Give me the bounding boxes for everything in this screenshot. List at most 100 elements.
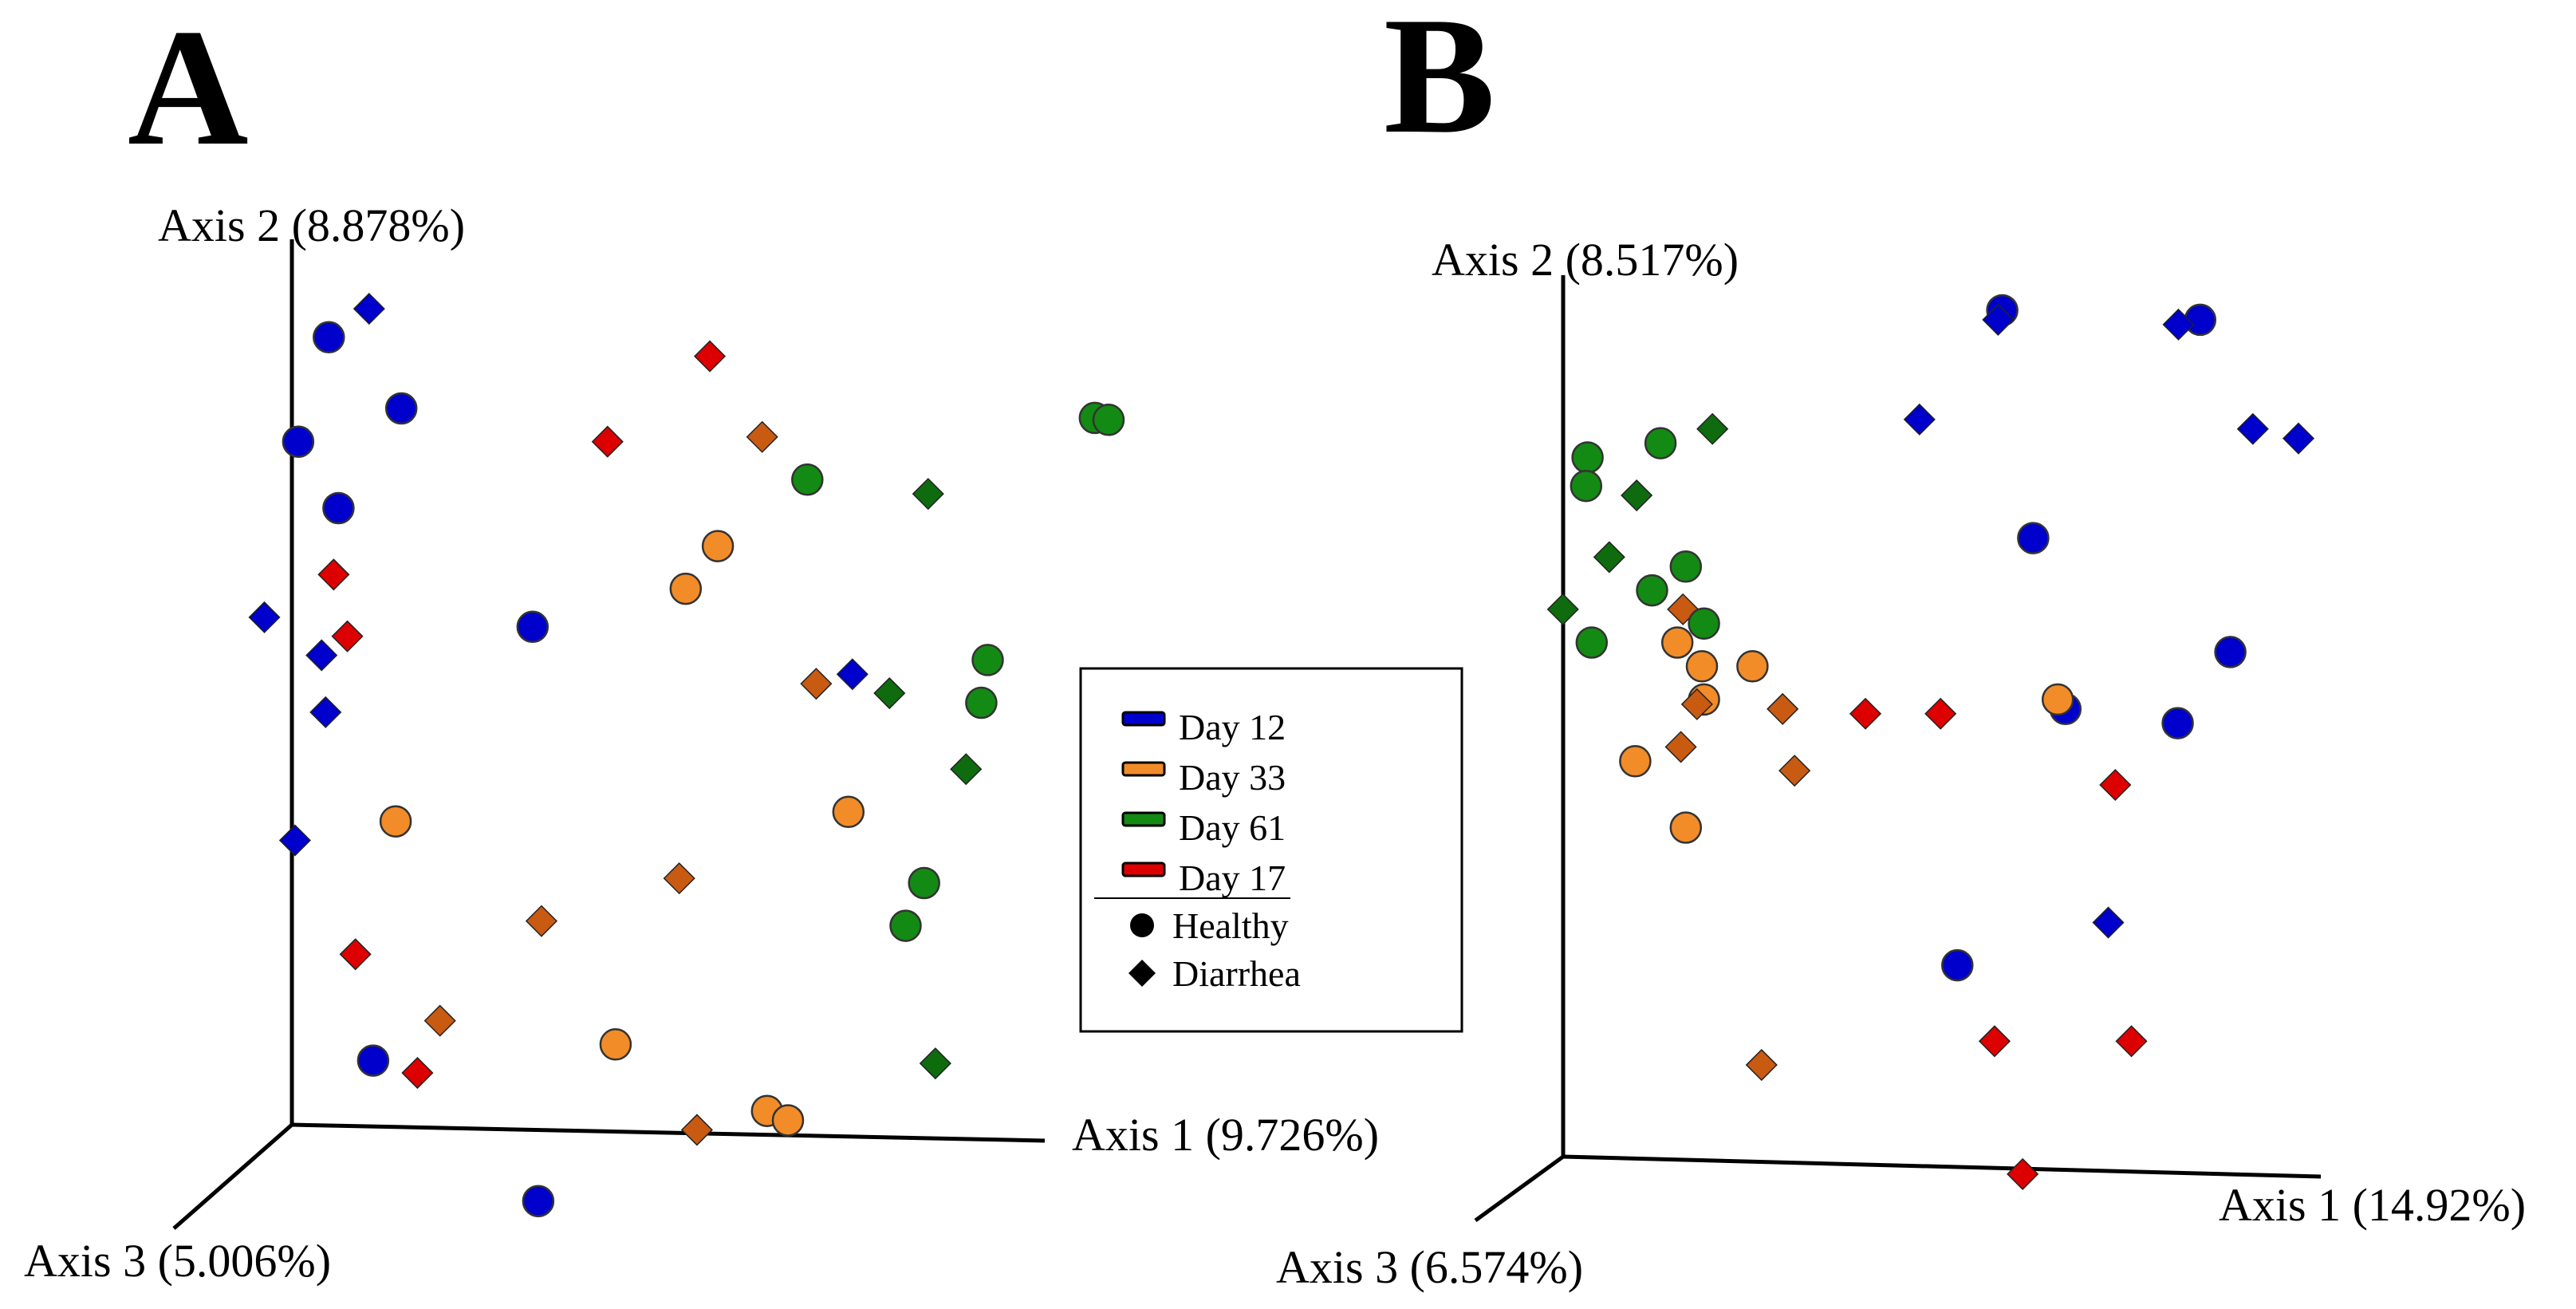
panel-a-point-day61-diamond-34 bbox=[873, 676, 906, 710]
panel-b-point-day61-circle-32 bbox=[1575, 626, 1609, 659]
panel-a-point-day33-circle-19 bbox=[771, 1104, 805, 1137]
panel-b: B Axis 2 (8.517%) Axis 1 (14.92%) Axis 3… bbox=[1276, 0, 2526, 1293]
panel-a-point-day12-circle-6 bbox=[522, 1185, 555, 1217]
panel-b-point-day61-circle-30 bbox=[1636, 574, 1668, 607]
panel-b-point-day33-diamond-21 bbox=[1680, 688, 1713, 720]
panel-b-point-day17-diamond-42 bbox=[2007, 1157, 2039, 1190]
legend-label-3: Day 17 bbox=[1179, 858, 1286, 898]
panel-a-point-day33-circle-15 bbox=[379, 805, 412, 838]
panel-b-point-day61-diamond-34 bbox=[1621, 479, 1653, 512]
panel-b-point-day12-diamond-8 bbox=[2162, 308, 2195, 341]
legend-swatch-1 bbox=[1121, 761, 1166, 777]
panel-a-point-day33-diamond-25 bbox=[680, 1114, 713, 1146]
panel-a-point-day61-circle-27 bbox=[1092, 404, 1125, 436]
panel-b-point-day12-diamond-11 bbox=[2282, 422, 2315, 455]
panel-a-point-day12-diamond-12 bbox=[836, 658, 869, 691]
panel-b-axis-1-label: Axis 1 (14.92%) bbox=[2219, 1179, 2526, 1231]
panel-a-point-day61-circle-31 bbox=[908, 866, 940, 900]
panel-b-point-day12-circle-2 bbox=[2017, 522, 2050, 554]
panel-b-point-day12-diamond-12 bbox=[2092, 906, 2125, 939]
panel-b-point-day61-diamond-35 bbox=[1593, 541, 1625, 574]
panel-b-point-day33-circle-14 bbox=[1685, 650, 1719, 683]
panel-a-point-day33-circle-16 bbox=[832, 795, 865, 829]
legend: Day 12 Day 33 Day 61 Day 17 Healthy Diarrhea bbox=[1079, 667, 1463, 1033]
legend-swatch-0 bbox=[1121, 711, 1166, 727]
panel-b-point-day17-diamond-39 bbox=[2099, 768, 2132, 802]
legend-marker-circle bbox=[1130, 913, 1154, 937]
panel-letter-b: B bbox=[1384, 0, 1495, 168]
panel-a-axis-3-label: Axis 3 (5.006%) bbox=[24, 1235, 331, 1287]
panel-a-point-day61-diamond-33 bbox=[912, 478, 944, 511]
legend-swatch-3 bbox=[1121, 861, 1166, 877]
panel-a-point-day61-circle-28 bbox=[791, 463, 824, 496]
panel-a-point-day12-diamond-11 bbox=[278, 824, 311, 857]
panel-b-axis-1 bbox=[1562, 1154, 2322, 1179]
panel-b-point-day61-circle-31 bbox=[1688, 607, 1720, 640]
panel-b-point-day61-circle-27 bbox=[1644, 427, 1677, 459]
legend-label-1: Day 33 bbox=[1179, 757, 1286, 798]
panel-a-point-day17-diamond-39 bbox=[317, 558, 350, 591]
panel-a-point-day12-circle-2 bbox=[384, 392, 418, 425]
panel-a-point-day61-circle-30 bbox=[965, 686, 998, 720]
panel-b-point-day17-diamond-41 bbox=[2115, 1025, 2148, 1058]
panel-a-point-day33-diamond-20 bbox=[746, 420, 778, 453]
legend-label-0: Day 12 bbox=[1179, 707, 1286, 747]
panel-a-point-day12-diamond-8 bbox=[248, 601, 281, 633]
panel-a-point-day12-circle-1 bbox=[282, 425, 315, 458]
panel-b-point-day33-circle-13 bbox=[1660, 626, 1694, 659]
panel-b-point-day12-circle-3 bbox=[2214, 636, 2247, 668]
panel-b-point-day33-diamond-22 bbox=[1767, 692, 1799, 725]
panel-b-point-day61-diamond-36 bbox=[1546, 593, 1579, 625]
panel-b-point-day33-circle-18 bbox=[1669, 811, 1703, 844]
panel-a-point-day33-diamond-22 bbox=[663, 862, 695, 895]
panel-b-point-day12-circle-6 bbox=[1941, 948, 1974, 982]
panel-b-point-day61-circle-29 bbox=[1669, 550, 1703, 583]
panel-a-point-day17-diamond-42 bbox=[401, 1056, 434, 1090]
panel-a-point-day12-diamond-10 bbox=[309, 696, 342, 728]
panel-a-point-day61-diamond-35 bbox=[950, 753, 983, 786]
legend-marker-diamond bbox=[1128, 960, 1156, 987]
panel-a-axis-3 bbox=[172, 1123, 293, 1230]
panel-b-axis-2-label: Axis 2 (8.517%) bbox=[1432, 234, 1739, 286]
panel-b-point-day33-circle-15 bbox=[1736, 650, 1769, 683]
panel-letter-a: A bbox=[128, 0, 249, 180]
panel-b-point-day12-diamond-9 bbox=[1903, 403, 1936, 436]
panel-b-points bbox=[1546, 294, 2315, 1190]
panel-a-axis-1-label: Axis 1 (9.726%) bbox=[1072, 1109, 1379, 1161]
panel-b-axis-3 bbox=[1474, 1154, 1565, 1223]
panel-a-point-day61-circle-32 bbox=[889, 909, 922, 942]
panel-a-point-day17-diamond-38 bbox=[591, 425, 624, 458]
panel-b-point-day61-diamond-33 bbox=[1696, 412, 1729, 445]
panel-b-point-day12-diamond-10 bbox=[2236, 412, 2269, 445]
panel-a-point-day12-circle-4 bbox=[516, 610, 549, 644]
panel-a-point-day12-diamond-9 bbox=[305, 639, 338, 672]
panel-b-point-day33-diamond-23 bbox=[1664, 731, 1697, 763]
panel-b-point-day12-circle-5 bbox=[2161, 707, 2194, 739]
panel-b-point-day17-diamond-40 bbox=[1978, 1025, 2011, 1058]
panel-b-point-day33-diamond-25 bbox=[1745, 1048, 1778, 1082]
panel-b-point-day17-diamond-38 bbox=[1924, 697, 1957, 730]
panel-a-point-day17-diamond-37 bbox=[693, 340, 727, 373]
panel-a-point-day12-circle-5 bbox=[356, 1044, 390, 1077]
legend-label-2: Day 61 bbox=[1179, 807, 1286, 848]
panel-b-point-day61-circle-28 bbox=[1570, 469, 1603, 503]
panel-a-points bbox=[248, 293, 1125, 1217]
panel-b-axis-3-label: Axis 3 (6.574%) bbox=[1276, 1241, 1583, 1293]
panel-a-point-day12-circle-0 bbox=[313, 321, 345, 354]
panel-a-point-day61-diamond-36 bbox=[919, 1047, 951, 1080]
panel-a-point-day12-diamond-7 bbox=[353, 293, 385, 325]
panel-a-point-day12-circle-3 bbox=[322, 491, 355, 525]
panel-a-point-day33-diamond-23 bbox=[525, 905, 558, 937]
panel-a-axis-2-label: Axis 2 (8.878%) bbox=[158, 199, 465, 251]
panel-b-point-day61-circle-26 bbox=[1571, 441, 1604, 474]
panel-a-point-day17-diamond-41 bbox=[339, 938, 372, 971]
panel-b-point-day33-circle-17 bbox=[1619, 745, 1652, 778]
legend-swatch-2 bbox=[1121, 811, 1166, 827]
panel-a-point-day61-circle-29 bbox=[971, 644, 1004, 676]
panel-a-point-day17-diamond-40 bbox=[331, 620, 364, 653]
panel-b-point-day33-diamond-24 bbox=[1778, 755, 1811, 787]
panel-b-point-day17-diamond-37 bbox=[1849, 697, 1882, 730]
legend-shape-label-diamond: Diarrhea bbox=[1172, 953, 1301, 994]
panel-a-point-day33-circle-13 bbox=[701, 530, 735, 562]
panel-a-point-day33-diamond-24 bbox=[423, 1004, 456, 1037]
